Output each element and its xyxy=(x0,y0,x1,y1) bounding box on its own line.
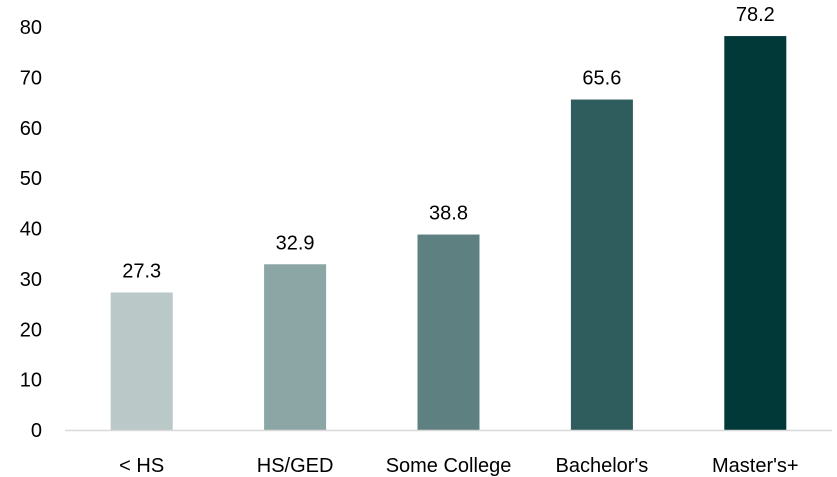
y-tick-label: 20 xyxy=(20,319,42,341)
x-tick-label: HS/GED xyxy=(257,455,334,477)
y-tick-label: 60 xyxy=(20,118,42,140)
bar xyxy=(570,99,633,430)
bars xyxy=(110,36,787,430)
bar xyxy=(724,36,787,430)
data-label: 38.8 xyxy=(429,203,468,225)
y-tick-label: 30 xyxy=(20,269,42,291)
y-tick-label: 50 xyxy=(20,168,42,190)
x-tick-label: < HS xyxy=(119,455,164,477)
y-tick-label: 0 xyxy=(31,420,42,442)
bar xyxy=(110,292,173,430)
y-tick-label: 40 xyxy=(20,219,42,241)
data-label: 32.9 xyxy=(276,232,315,254)
bar xyxy=(417,234,480,430)
y-tick-label: 70 xyxy=(20,67,42,89)
x-tick-label: Master's+ xyxy=(712,455,799,477)
x-axis-category-labels: < HS HS/GED Some College Bachelor's Master's… xyxy=(119,455,798,477)
data-label: 27.3 xyxy=(122,260,161,282)
y-axis-tick-labels: 0 10 20 30 40 50 60 70 80 xyxy=(20,17,42,442)
data-label: 78.2 xyxy=(736,4,775,26)
y-tick-label: 10 xyxy=(20,370,42,392)
y-tick-label: 80 xyxy=(20,17,42,39)
x-tick-label: Bachelor's xyxy=(556,455,649,477)
bar xyxy=(264,264,327,430)
x-tick-label: Some College xyxy=(386,455,512,477)
data-labels: 27.3 32.9 38.8 65.6 78.2 xyxy=(122,4,775,282)
data-label: 65.6 xyxy=(582,68,621,90)
